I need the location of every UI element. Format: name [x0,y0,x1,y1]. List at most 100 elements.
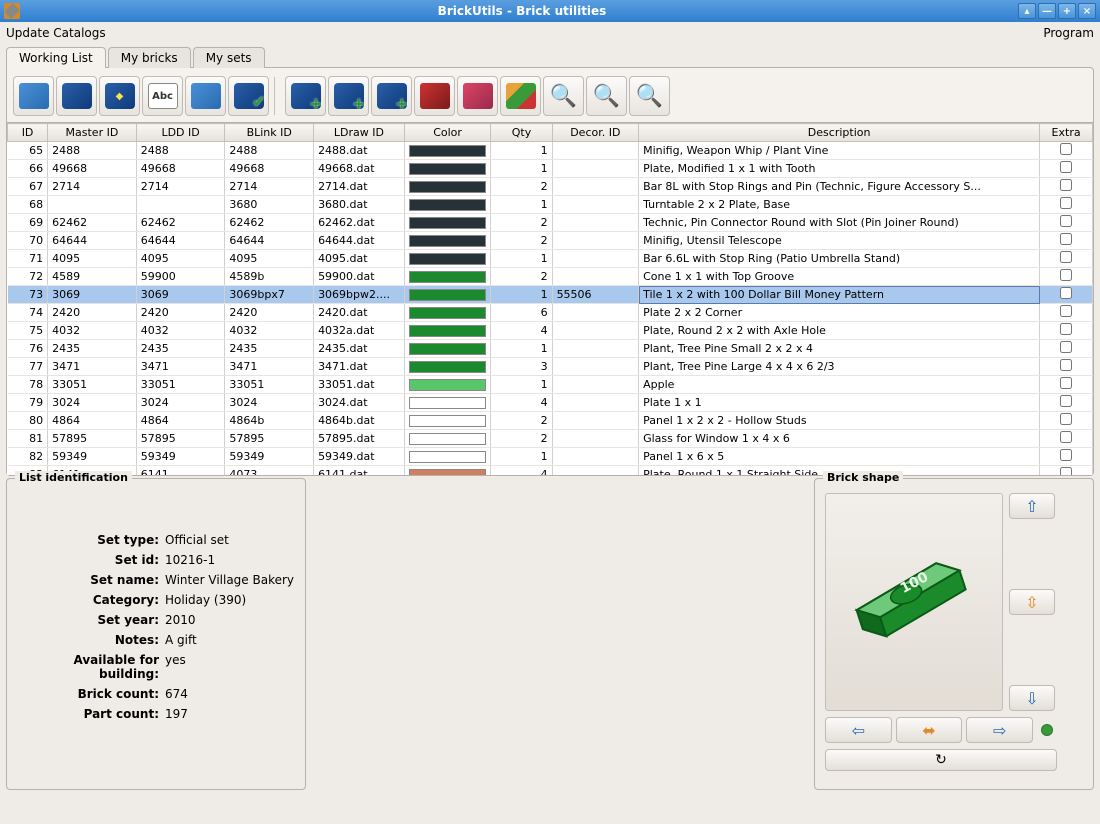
col-header-color[interactable]: Color [404,124,491,142]
tb-brick-1[interactable] [56,76,97,116]
tb-brick-gold[interactable] [99,76,140,116]
table-row[interactable]: 8259349593495934959349.dat1Panel 1 x 6 x… [8,448,1093,466]
extra-checkbox[interactable] [1060,215,1072,227]
rotate-up-button[interactable]: ⇧ [1009,493,1055,519]
extra-checkbox[interactable] [1060,251,1072,263]
tab-bar: Working ListMy bricksMy sets [6,46,1094,67]
rotate-left-button[interactable]: ⇦ [825,717,892,743]
brick-preview: 100 [825,493,1003,711]
extra-checkbox[interactable] [1060,287,1072,299]
extra-checkbox[interactable] [1060,233,1072,245]
col-header-extra[interactable]: Extra [1040,124,1093,142]
tb-abc[interactable]: Abc [142,76,183,116]
table-row[interactable]: 7833051330513305133051.dat1Apple [8,376,1093,394]
info-value: A gift [165,633,197,647]
color-swatch [409,145,487,157]
extra-checkbox[interactable] [1060,359,1072,371]
extra-checkbox[interactable] [1060,395,1072,407]
extra-checkbox[interactable] [1060,161,1072,173]
extra-checkbox[interactable] [1060,323,1072,335]
info-label: Notes: [17,633,165,647]
tb-multi[interactable] [500,76,541,116]
rotate-right-button[interactable]: ⇨ [966,717,1033,743]
table-row[interactable]: 7064644646446464464644.dat2Minifig, Uten… [8,232,1093,250]
tb-red-1[interactable] [414,76,455,116]
table-row[interactable]: 773471347134713471.dat3Plant, Tree Pine … [8,358,1093,376]
close-button[interactable]: × [1078,3,1096,19]
table-row[interactable]: 6649668496684966849668.dat1Plate, Modifi… [8,160,1093,178]
extra-checkbox[interactable] [1060,431,1072,443]
info-row: Set id:10216-1 [17,553,295,567]
tb-search-red[interactable]: 🔍 [629,76,670,116]
menu-update-catalogs[interactable]: Update Catalogs [6,26,106,40]
info-value: 2010 [165,613,196,627]
tb-search-blue[interactable]: 🔍 [543,76,584,116]
col-header-qty[interactable]: Qty [491,124,552,142]
rollup-button[interactable]: ▴ [1018,3,1036,19]
extra-checkbox[interactable] [1060,143,1072,155]
rotate-down-button[interactable]: ⇩ [1009,685,1055,711]
tab-my-sets[interactable]: My sets [193,47,265,68]
extra-checkbox[interactable] [1060,269,1072,281]
color-swatch [409,415,487,427]
extra-checkbox[interactable] [1060,197,1072,209]
col-header-blink[interactable]: BLink ID [225,124,314,142]
table-row[interactable]: 836141614140736141.dat4Plate, Round 1 x … [8,466,1093,476]
table-row[interactable]: 8157895578955789557895.dat2Glass for Win… [8,430,1093,448]
color-swatch [409,379,487,391]
maximize-button[interactable]: + [1058,3,1076,19]
col-header-ldraw[interactable]: LDraw ID [314,124,405,142]
table-row[interactable]: 6962462624626246262462.dat2Technic, Pin … [8,214,1093,232]
table-row[interactable]: 73306930693069bpx73069bpw2....155506Tile… [8,286,1093,304]
extra-checkbox[interactable] [1060,305,1072,317]
table-row[interactable]: 754032403240324032a.dat4Plate, Round 2 x… [8,322,1093,340]
tb-red-2[interactable] [457,76,498,116]
color-swatch [409,253,487,265]
tb-add-blue-3[interactable] [371,76,412,116]
info-row: Category:Holiday (390) [17,593,295,607]
col-header-decor[interactable]: Decor. ID [552,124,639,142]
extra-checkbox[interactable] [1060,341,1072,353]
extra-checkbox[interactable] [1060,467,1072,475]
tb-scene[interactable] [185,76,226,116]
brick-table-scroll[interactable]: IDMaster IDLDD IDBLink IDLDraw IDColorQt… [7,122,1093,475]
color-swatch [409,433,487,445]
tb-check[interactable] [228,76,269,116]
minimize-button[interactable]: — [1038,3,1056,19]
table-row[interactable]: 724589599004589b59900.dat2Cone 1 x 1 wit… [8,268,1093,286]
tab-my-bricks[interactable]: My bricks [108,47,191,68]
tb-add-blue-2[interactable] [328,76,369,116]
table-row[interactable]: 714095409540954095.dat1Bar 6.6L with Sto… [8,250,1093,268]
titlebar: BrickUtils - Brick utilities ▴ — + × [0,0,1100,22]
extra-checkbox[interactable] [1060,179,1072,191]
window-title: BrickUtils - Brick utilities [26,4,1018,18]
extra-checkbox[interactable] [1060,377,1072,389]
col-header-ldd[interactable]: LDD ID [136,124,225,142]
col-header-master[interactable]: Master ID [48,124,137,142]
color-swatch [409,235,487,247]
extra-checkbox[interactable] [1060,449,1072,461]
table-row[interactable]: 652488248824882488.dat1Minifig, Weapon W… [8,142,1093,160]
color-swatch [409,469,487,476]
info-value: 674 [165,687,188,701]
table-row[interactable]: 742420242024202420.dat6Plate 2 x 2 Corne… [8,304,1093,322]
table-row[interactable]: 672714271427142714.dat2Bar 8L with Stop … [8,178,1093,196]
tb-add-blue-1[interactable] [285,76,326,116]
table-row[interactable]: 6836803680.dat1Turntable 2 x 2 Plate, Ba… [8,196,1093,214]
info-row: Brick count:674 [17,687,295,701]
tb-search-green[interactable]: 🔍 [586,76,627,116]
tab-working-list[interactable]: Working List [6,47,106,68]
refresh-preview-button[interactable]: ↻ [825,749,1057,771]
menu-program[interactable]: Program [1043,26,1094,40]
table-row[interactable]: 80486448644864b4864b.dat2Panel 1 x 2 x 2… [8,412,1093,430]
rotate-horiz-button[interactable]: ⬌ [896,717,963,743]
info-row: Notes:A gift [17,633,295,647]
info-row: Available for building:yes [17,653,295,681]
extra-checkbox[interactable] [1060,413,1072,425]
col-header-desc[interactable]: Description [639,124,1040,142]
col-header-id[interactable]: ID [8,124,48,142]
tb-import-set[interactable] [13,76,54,116]
rotate-both-button[interactable]: ⇳ [1009,589,1055,615]
table-row[interactable]: 793024302430243024.dat4Plate 1 x 1 [8,394,1093,412]
table-row[interactable]: 762435243524352435.dat1Plant, Tree Pine … [8,340,1093,358]
